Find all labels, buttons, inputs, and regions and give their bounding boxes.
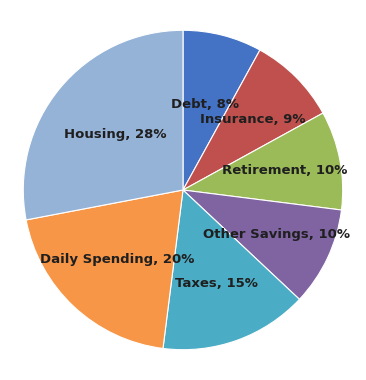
Wedge shape: [183, 113, 343, 210]
Text: Other Savings, 10%: Other Savings, 10%: [203, 228, 350, 241]
Text: Taxes, 15%: Taxes, 15%: [175, 277, 258, 290]
Wedge shape: [183, 30, 260, 190]
Text: Debt, 8%: Debt, 8%: [171, 98, 239, 111]
Wedge shape: [163, 190, 299, 350]
Wedge shape: [183, 50, 323, 190]
Wedge shape: [183, 190, 341, 299]
Text: Daily Spending, 20%: Daily Spending, 20%: [40, 253, 195, 266]
Wedge shape: [23, 30, 183, 220]
Text: Housing, 28%: Housing, 28%: [64, 128, 167, 141]
Text: Insurance, 9%: Insurance, 9%: [200, 114, 306, 127]
Wedge shape: [26, 190, 183, 348]
Text: Retirement, 10%: Retirement, 10%: [222, 164, 348, 177]
